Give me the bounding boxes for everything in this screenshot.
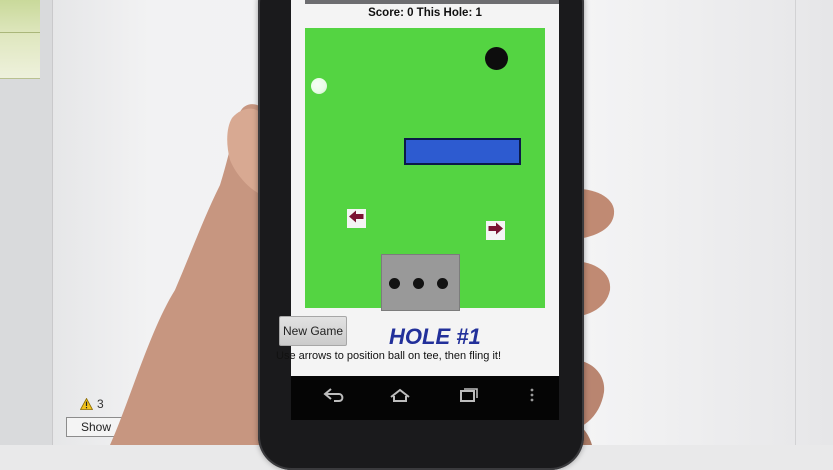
phone-screen: Score: 0 This Hole: 1 xyxy=(291,0,559,376)
warning-indicator: 3 xyxy=(80,397,104,411)
warning-count: 3 xyxy=(97,397,104,411)
arrow-right-button[interactable] xyxy=(486,221,505,240)
monitor-green-panel xyxy=(0,0,40,79)
more-button[interactable] xyxy=(519,386,545,408)
putting-green[interactable] xyxy=(305,28,545,311)
hole-label: HOLE #1 xyxy=(389,324,481,349)
back-icon xyxy=(322,387,346,408)
arrow-left-button[interactable] xyxy=(347,209,366,228)
barrier xyxy=(404,138,521,165)
hole-icon xyxy=(485,47,508,70)
status-strip xyxy=(305,0,559,4)
recent-apps-button[interactable] xyxy=(455,386,481,408)
tee-pad[interactable] xyxy=(381,254,460,311)
back-button[interactable] xyxy=(321,386,347,408)
navigation-bar xyxy=(291,376,559,420)
tee-position xyxy=(413,278,424,289)
tee-position xyxy=(389,278,400,289)
more-icon xyxy=(528,387,536,408)
monitor-column-divider xyxy=(795,0,796,445)
arrow-left-icon xyxy=(349,210,364,228)
score-text: Score: 0 This Hole: 1 xyxy=(368,7,482,19)
new-game-button[interactable]: New Game xyxy=(279,316,347,346)
home-icon xyxy=(388,387,412,408)
show-button[interactable]: Show xyxy=(66,417,130,437)
instructions-text: Use arrows to position ball on tee, then… xyxy=(276,350,502,362)
tee-position xyxy=(437,278,448,289)
warning-icon xyxy=(80,398,93,410)
monitor-panel-divider xyxy=(0,32,40,33)
score-bar: Score: 0 This Hole: 1 xyxy=(291,0,559,28)
recent-apps-icon xyxy=(456,387,480,408)
golf-ball[interactable] xyxy=(311,78,327,94)
arrow-right-icon xyxy=(488,222,503,240)
home-button[interactable] xyxy=(387,386,413,408)
